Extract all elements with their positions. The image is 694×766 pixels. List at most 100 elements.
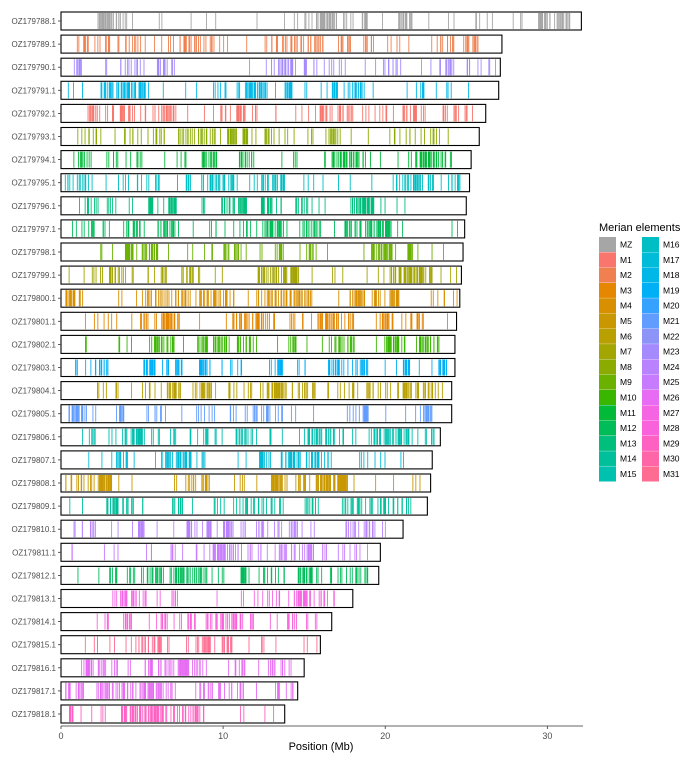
legend-swatch <box>599 390 616 405</box>
chromosome-label: OZ179807.1 <box>12 456 57 465</box>
x-tick-label: 30 <box>542 731 552 741</box>
chromosome-label: OZ179811.1 <box>12 548 56 557</box>
legend-swatch <box>599 374 616 390</box>
legend-swatch <box>642 282 659 298</box>
chromosome-label: OZ179808.1 <box>12 479 57 488</box>
legend-swatch <box>599 237 616 252</box>
legend-label: M30 <box>663 454 680 464</box>
x-tick-label: 20 <box>380 731 390 741</box>
legend-label: M21 <box>663 316 680 326</box>
legend-label: M12 <box>620 423 637 433</box>
legend-label: M15 <box>620 469 637 479</box>
chromosome-label: OZ179789.1 <box>12 40 57 49</box>
chromosome-frame <box>60 150 472 170</box>
legend-label: M11 <box>620 408 636 418</box>
chromosome-frame <box>60 34 503 54</box>
legend-swatch <box>599 282 616 298</box>
legend-label: M20 <box>663 301 680 311</box>
legend-swatch <box>642 328 659 344</box>
x-tick-label: 10 <box>218 731 228 741</box>
chromosome-bands <box>64 13 571 722</box>
legend-swatch <box>642 374 659 390</box>
legend-label: M13 <box>620 438 637 448</box>
legend-label: M4 <box>620 301 632 311</box>
chromosome-frame <box>60 288 461 308</box>
chromosome-frame <box>60 588 354 609</box>
legend-swatch <box>599 344 616 360</box>
chromosome-frame <box>60 612 333 632</box>
chromosome-label: OZ179788.1 <box>12 17 57 26</box>
chromosome-label: OZ179799.1 <box>12 271 57 280</box>
chromosome-label: OZ179806.1 <box>12 433 57 442</box>
chromosome-frame <box>60 473 432 493</box>
legend-swatch <box>642 313 659 329</box>
legend-label: M8 <box>620 362 632 372</box>
x-tick-label: 0 <box>58 731 63 741</box>
legend-swatch <box>599 359 616 375</box>
legend-label: M25 <box>663 377 680 387</box>
legend-swatch <box>599 267 616 283</box>
legend-label: M31 <box>663 469 680 479</box>
legend-label: M9 <box>620 377 632 387</box>
legend-label: M27 <box>663 408 680 418</box>
chromosome-label: OZ179797.1 <box>12 225 57 234</box>
legend-swatch <box>642 252 659 268</box>
legend-swatch <box>599 313 616 329</box>
chromosome-frame <box>60 704 286 724</box>
legend-swatch <box>642 405 659 421</box>
legend-title: Merian elements <box>599 222 681 234</box>
legend-label: M17 <box>663 255 680 265</box>
chromosome-label: OZ179791.1 <box>12 86 57 95</box>
chromosome-label: OZ179805.1 <box>12 410 57 419</box>
legend-label: M18 <box>663 270 680 280</box>
legend-label: M5 <box>620 316 632 326</box>
legend-label: M22 <box>663 331 680 341</box>
legend-label: M7 <box>620 347 632 357</box>
chromosome-frame <box>60 381 453 401</box>
chromosome-label: OZ179813.1 <box>12 595 57 604</box>
chromosome-label: OZ179815.1 <box>12 641 57 650</box>
chromosome-label: OZ179792.1 <box>12 109 57 118</box>
legend-swatch <box>642 435 659 451</box>
chromosome-label: OZ179810.1 <box>12 525 57 534</box>
legend-swatch <box>599 420 616 436</box>
chromosome-label: OZ179816.1 <box>12 664 57 673</box>
chromosome-label: OZ179794.1 <box>12 156 57 165</box>
chromosome-label: OZ179801.1 <box>12 317 57 326</box>
chromosome-frame <box>60 126 480 147</box>
x-axis: 0 10 20 30 <box>58 725 583 741</box>
legend-label: M14 <box>620 454 637 464</box>
legend-label: M6 <box>620 331 632 341</box>
chromosome-frame <box>60 635 321 655</box>
chromosome-label: OZ179817.1 <box>12 687 57 696</box>
legend-swatch <box>642 390 659 405</box>
legend-swatch <box>599 328 616 344</box>
legend-swatch <box>642 420 659 436</box>
legend-swatch <box>599 466 616 482</box>
chromosome-label: OZ179814.1 <box>12 618 57 627</box>
legend-label: M29 <box>663 438 680 448</box>
chromosome-label: OZ179793.1 <box>12 133 57 142</box>
legend-label: M3 <box>620 285 632 295</box>
legend-swatch <box>599 298 616 314</box>
chromosome-label: OZ179790.1 <box>12 63 57 72</box>
legend-label: M28 <box>663 423 680 433</box>
chromosome-frame <box>60 80 500 100</box>
legend-label: M26 <box>663 393 680 403</box>
chromosome-label: OZ179796.1 <box>12 202 57 211</box>
x-axis-title: Position (Mb) <box>289 741 354 753</box>
legend-label: M24 <box>663 362 680 372</box>
legend-swatch <box>599 451 616 467</box>
chromosome-label: OZ179812.1 <box>12 571 57 580</box>
chromosome-label: OZ179809.1 <box>12 502 57 511</box>
legend-swatch <box>642 466 659 482</box>
legend-swatch <box>642 359 659 375</box>
chromosome-label: OZ179800.1 <box>12 294 57 303</box>
legend-label: MZ <box>620 240 632 250</box>
chromosome-frame <box>60 357 456 378</box>
legend-swatch <box>642 237 659 252</box>
legend-label: M10 <box>620 393 637 403</box>
legend-label: M19 <box>663 285 680 295</box>
chromosome-label: OZ179798.1 <box>12 248 57 257</box>
